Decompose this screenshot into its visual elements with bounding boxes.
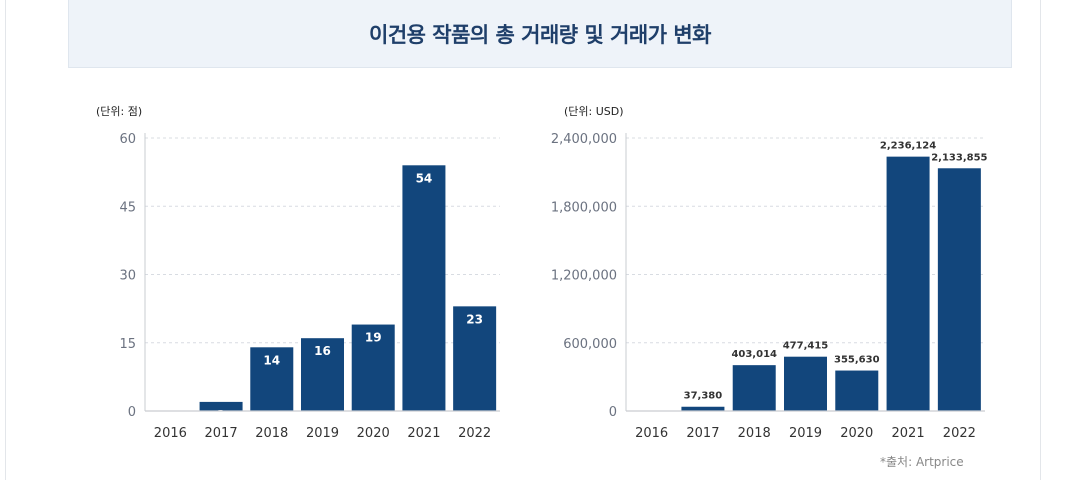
bar [351,324,395,411]
x-tick-label: 2021 [892,426,925,441]
data-label: 2 [217,408,225,422]
x-tick-label: 2016 [154,426,187,441]
volume-chart: (단위: 점) 0 15 30 45 60 2016 2 2017 14 2018 16 2019 19 2… [96,105,500,441]
y-tick-label: 30 [119,269,136,284]
bar [453,306,497,411]
unit-label: (단위: USD) [564,105,624,118]
data-label: 19 [365,331,382,345]
bar [681,406,725,411]
x-tick-label: 2018 [738,426,771,441]
data-label: 2,133,855 [931,152,987,163]
data-label: 355,630 [834,355,880,366]
x-tick-label: 2022 [943,426,976,441]
source-note: *출처: Artprice [880,455,964,469]
left-frame-line [5,0,6,480]
x-tick-label: 2022 [458,426,491,441]
page-title: 이건용 작품의 총 거래량 및 거래가 변화 [369,22,712,47]
data-label: 403,014 [731,349,777,360]
data-label: 16 [314,344,331,358]
price-chart: (단위: USD) 0 600,000 1,200,000 1,800,000 2,400… [551,105,988,441]
x-tick-label: 2019 [306,426,339,441]
x-tick-label: 2020 [840,426,873,441]
data-label: 54 [416,171,433,185]
bar [835,370,879,411]
y-tick-label: 1,200,000 [551,269,617,284]
data-label: 23 [466,312,483,326]
y-tick-label: 0 [128,405,136,420]
bar [886,156,930,411]
data-label: 477,415 [783,341,829,352]
data-label: 2,236,124 [880,141,936,152]
unit-label: (단위: 점) [96,105,142,118]
y-tick-label: 0 [609,405,617,420]
x-tick-label: 2021 [407,426,440,441]
bar [784,356,827,411]
x-tick-label: 2020 [357,426,390,441]
data-label: 14 [263,353,280,367]
y-tick-label: 2,400,000 [551,132,617,147]
y-tick-label: 45 [119,200,136,215]
y-tick-label: 15 [119,337,136,352]
x-tick-label: 2018 [255,426,288,441]
bar [402,165,446,411]
y-tick-label: 600,000 [563,337,617,352]
bar [199,401,243,411]
bar [732,365,776,411]
chart-header: 이건용 작품의 총 거래량 및 거래가 변화 [68,0,1012,68]
data-label: 37,380 [684,391,723,402]
bar [301,338,344,411]
right-frame-line [1040,0,1041,480]
x-tick-label: 2016 [635,426,668,441]
x-tick-label: 2017 [205,426,238,441]
bar [250,347,294,411]
y-tick-label: 60 [119,132,136,147]
x-tick-label: 2017 [686,426,719,441]
x-tick-label: 2019 [789,426,822,441]
bar [937,168,981,411]
y-tick-label: 1,800,000 [551,200,617,215]
